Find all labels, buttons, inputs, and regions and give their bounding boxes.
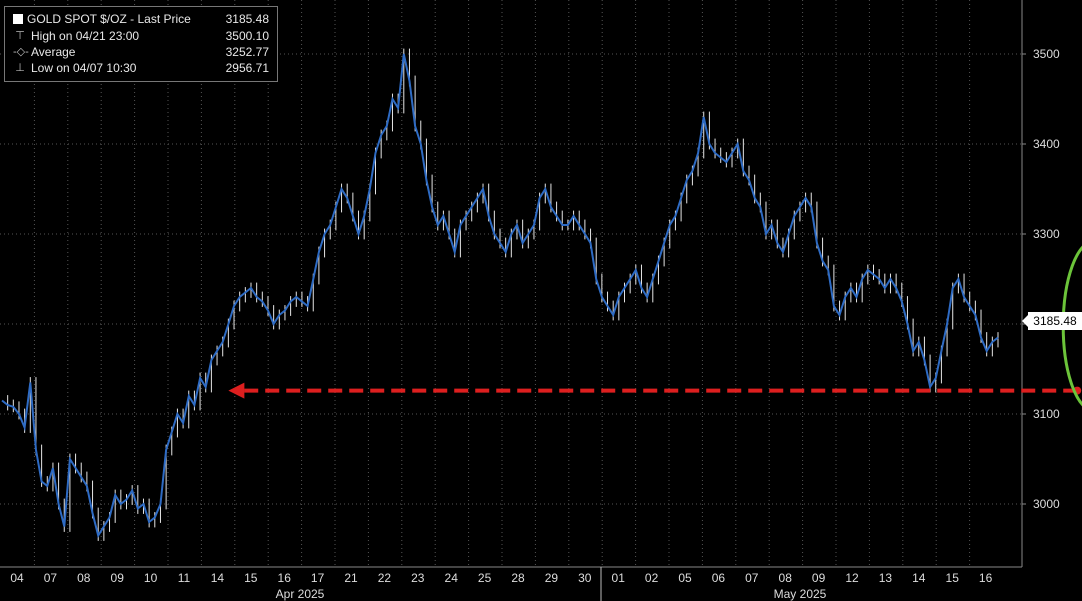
y-tick-label: 3000 xyxy=(1033,497,1060,511)
y-axis: 300031003200330034003500 xyxy=(1021,0,1060,567)
y-tick-label: 3100 xyxy=(1033,407,1060,421)
legend-title-row: GOLD SPOT $/OZ - Last Price 3185.48 xyxy=(11,11,269,27)
legend-last-price: 3185.48 xyxy=(225,12,269,26)
legend-low-label: Low on 04/07 10:30 xyxy=(31,61,137,75)
legend-high-label: High on 04/21 23:00 xyxy=(31,29,140,43)
x-tick-label: 05 xyxy=(678,571,692,585)
series-swatch-icon xyxy=(13,14,23,24)
legend-average-value: 3252.77 xyxy=(225,45,269,59)
x-tick-label: 15 xyxy=(244,571,258,585)
x-tick-label: 23 xyxy=(411,571,425,585)
x-tick-label: 09 xyxy=(812,571,826,585)
y-tick-label: 3300 xyxy=(1033,227,1060,241)
x-tick-label: 14 xyxy=(211,571,225,585)
y-tick-label: 3500 xyxy=(1033,47,1060,61)
price-series xyxy=(1,48,999,541)
x-tick-label: 16 xyxy=(278,571,292,585)
y-tick-label: 3400 xyxy=(1033,137,1060,151)
month-label: Apr 2025 xyxy=(276,587,325,601)
x-tick-label: 08 xyxy=(77,571,91,585)
chart-legend: GOLD SPOT $/OZ - Last Price 3185.48 ⊤ Hi… xyxy=(4,6,278,82)
x-tick-label: 07 xyxy=(745,571,759,585)
x-tick-label: 16 xyxy=(979,571,993,585)
x-tick-label: 24 xyxy=(445,571,459,585)
legend-row-average: -◇- Average 3252.77 xyxy=(11,44,269,60)
x-tick-label: 09 xyxy=(111,571,125,585)
legend-title: GOLD SPOT $/OZ - Last Price xyxy=(27,12,191,26)
x-tick-label: 11 xyxy=(178,571,191,585)
legend-row-low: ⊥ Low on 04/07 10:30 2956.71 xyxy=(11,60,269,76)
x-tick-label: 17 xyxy=(311,571,325,585)
legend-high-value: 3500.10 xyxy=(225,29,269,43)
last-price-tag: 3185.48 xyxy=(1022,312,1082,330)
x-tick-label: 22 xyxy=(378,571,392,585)
price-line xyxy=(1,53,999,538)
x-axis: 04 07 08 09 10 11 14 15 16 17 21 22 23 24 25 28 29 30 01 02… xyxy=(0,566,1022,601)
x-tick-label: 28 xyxy=(511,571,525,585)
x-tick-label: 06 xyxy=(712,571,726,585)
average-marker-icon: -◇- xyxy=(13,46,29,58)
x-tick-label: 13 xyxy=(879,571,893,585)
annotations xyxy=(228,245,1082,407)
x-tick-label: 14 xyxy=(912,571,926,585)
x-tick-label: 12 xyxy=(845,571,859,585)
legend-low-value: 2956.71 xyxy=(225,61,269,75)
arrow-head xyxy=(228,382,245,399)
x-tick-label: 02 xyxy=(645,571,659,585)
x-tick-label: 25 xyxy=(478,571,492,585)
chart-grid xyxy=(0,0,1022,567)
legend-average-label: Average xyxy=(31,45,76,59)
legend-row-high: ⊤ High on 04/21 23:00 3500.10 xyxy=(11,28,269,44)
x-tick-label: 04 xyxy=(10,571,24,585)
low-marker-icon: ⊥ xyxy=(15,62,25,74)
x-tick-label: 29 xyxy=(545,571,559,585)
month-label: May 2025 xyxy=(774,587,827,601)
x-tick-label: 30 xyxy=(578,571,592,585)
x-tick-label: 15 xyxy=(946,571,960,585)
x-tick-label: 10 xyxy=(144,571,158,585)
x-tick-label: 21 xyxy=(344,571,358,585)
x-tick-label: 08 xyxy=(779,571,793,585)
x-tick-label: 01 xyxy=(612,571,626,585)
high-marker-icon: ⊤ xyxy=(15,30,25,42)
x-tick-label: 07 xyxy=(44,571,58,585)
